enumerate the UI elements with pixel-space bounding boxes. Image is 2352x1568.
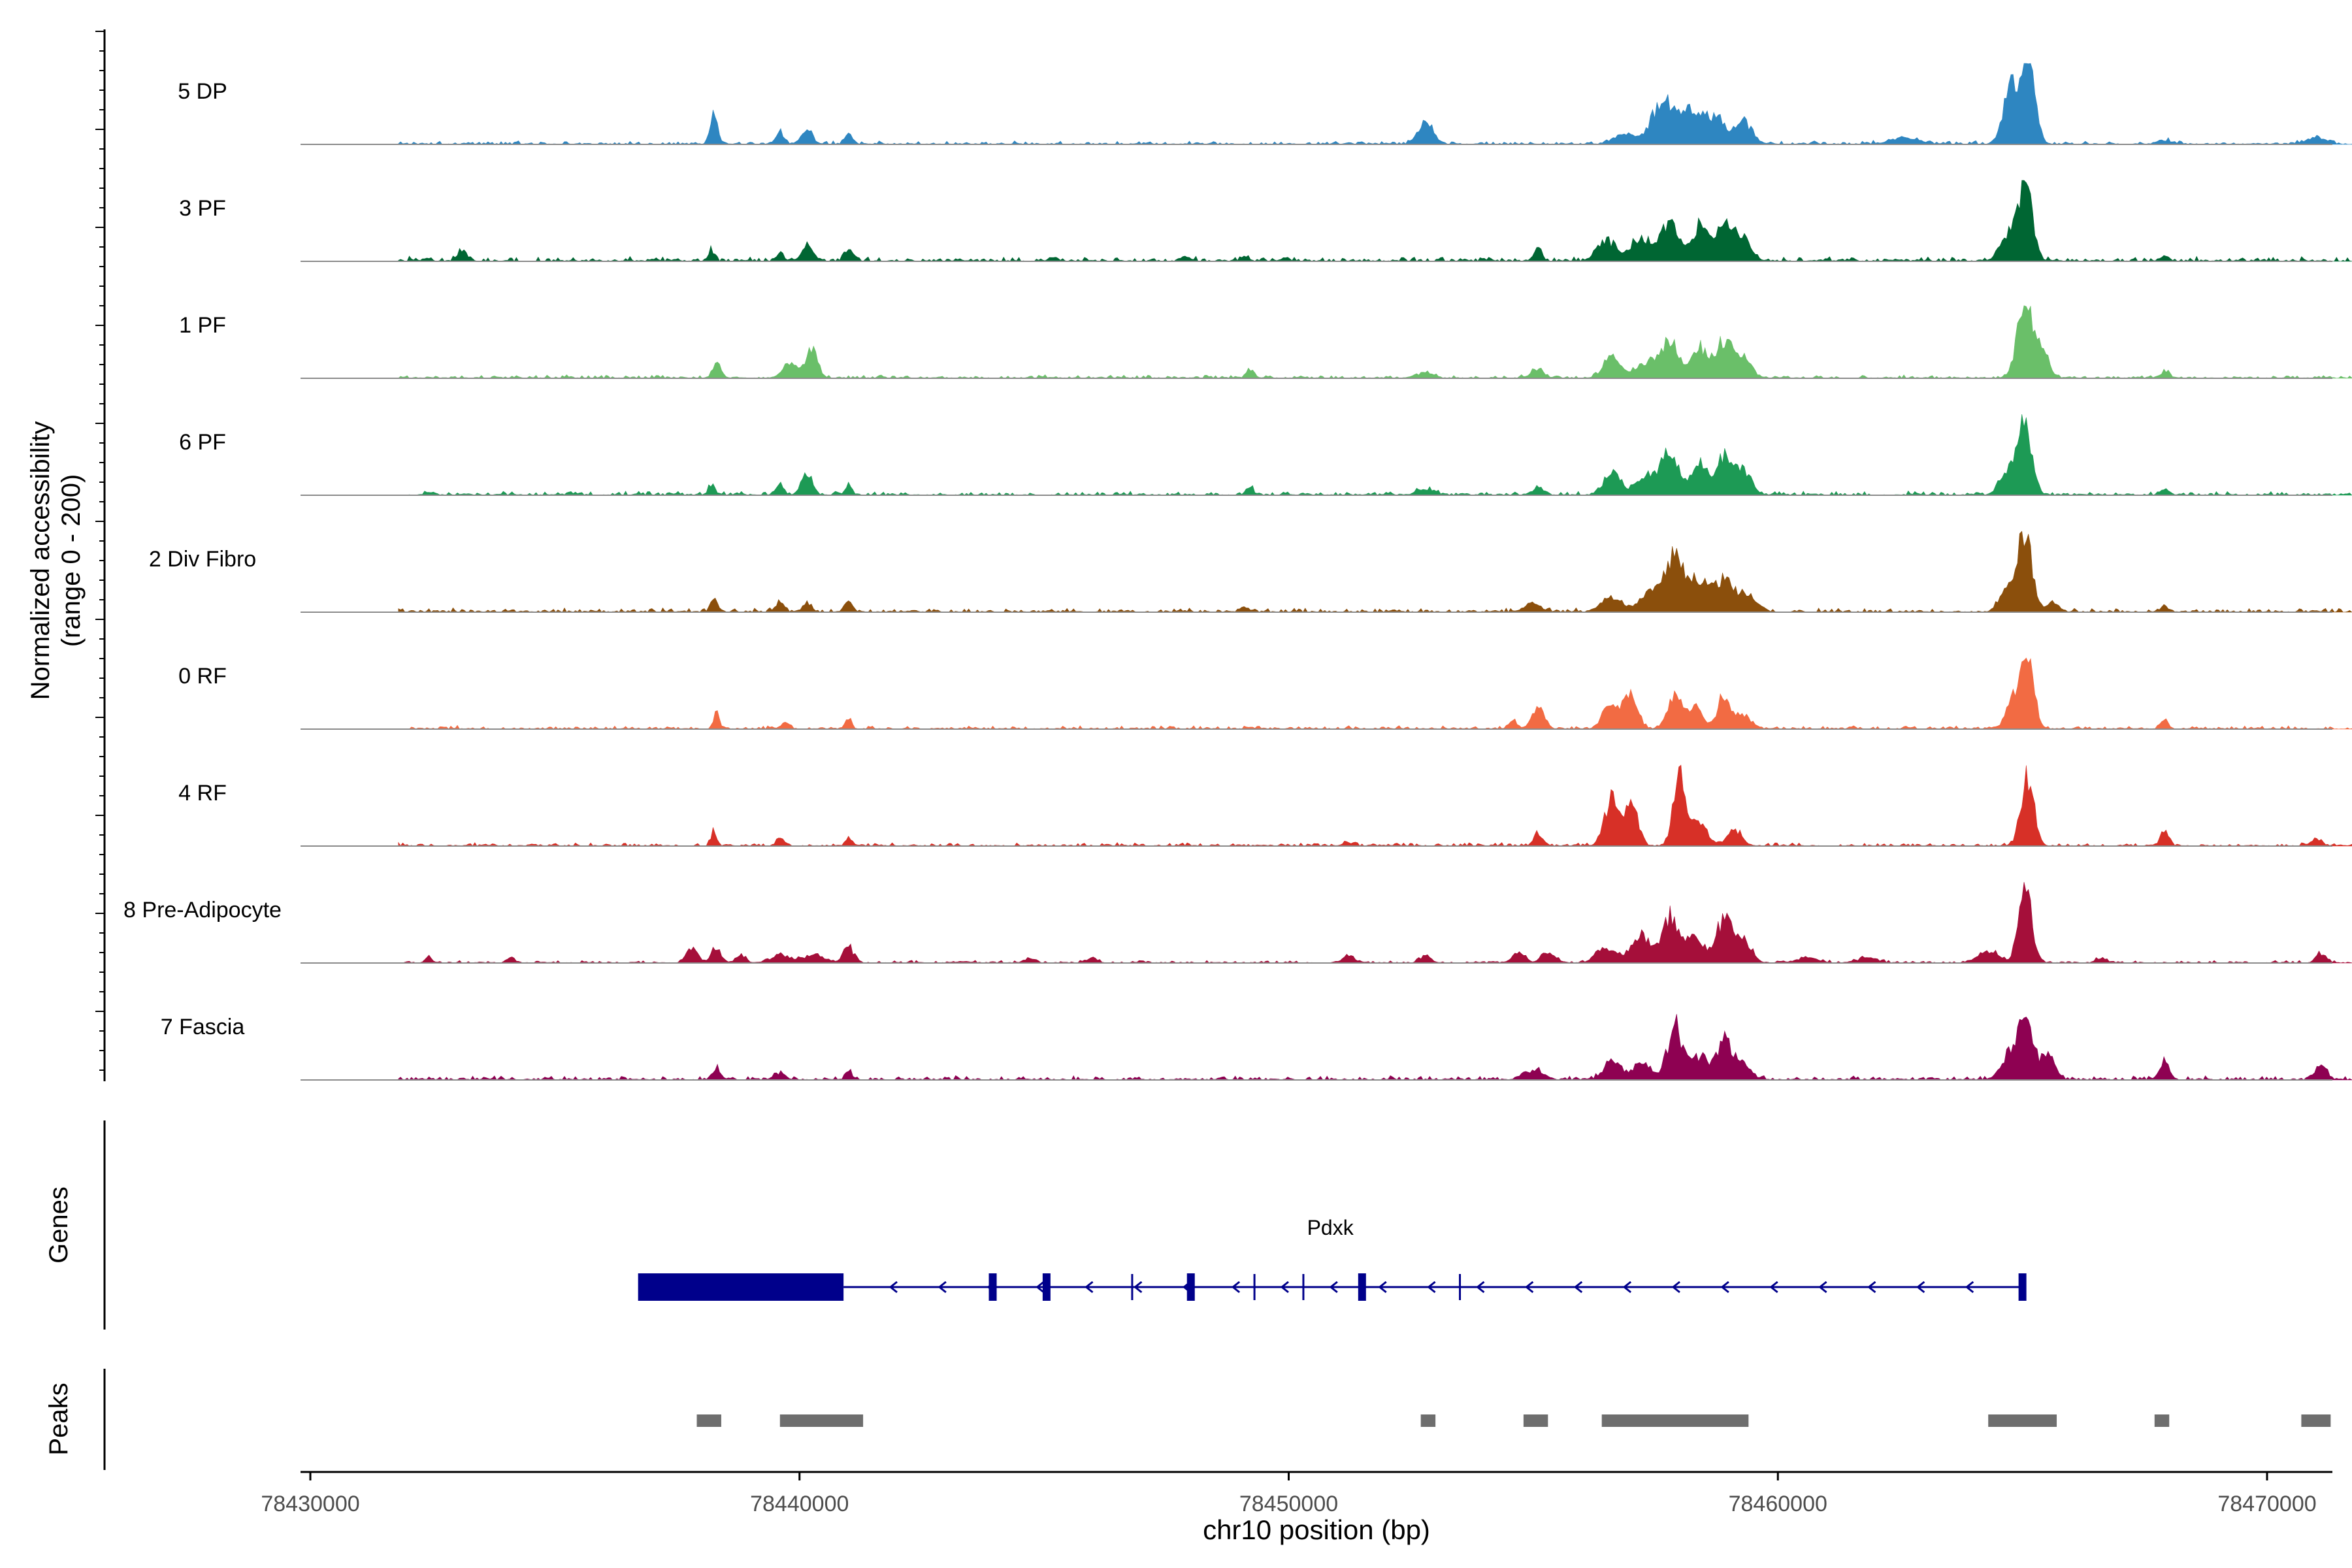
track-label: 4 RF bbox=[178, 781, 227, 806]
strand-arrow bbox=[1671, 1281, 1680, 1294]
gene-exon bbox=[988, 1273, 997, 1301]
x-axis-tick-label: 78440000 bbox=[750, 1492, 849, 1516]
track-label: 3 PF bbox=[179, 196, 226, 221]
track-7-fascia: 7 Fascia bbox=[161, 1014, 2352, 1081]
strand-arrow bbox=[1036, 1281, 1045, 1294]
coverage-tracks: 5 DP 3 PF 1 PF 6 PF 2 Div Fibro 0 RF 4 RF 8 Pre… bbox=[123, 63, 2352, 1081]
track-label: 8 Pre-Adipocyte bbox=[123, 898, 282, 923]
strand-arrow bbox=[1818, 1281, 1827, 1294]
strand-arrow bbox=[1182, 1281, 1192, 1294]
genes-panel-label: Genes bbox=[44, 1186, 73, 1264]
gene-name-label: Pdxk bbox=[1307, 1216, 1354, 1239]
coverage-area bbox=[398, 1014, 2352, 1081]
peak-region bbox=[2301, 1414, 2331, 1427]
track-3-pf: 3 PF bbox=[179, 180, 2352, 262]
strand-arrow bbox=[1622, 1281, 1632, 1294]
coverage-area bbox=[398, 764, 2352, 847]
peak-region bbox=[1601, 1414, 1749, 1427]
strand-arrow bbox=[1280, 1281, 1289, 1294]
coverage-area bbox=[398, 63, 2352, 145]
track-0-rf: 0 RF bbox=[178, 657, 2352, 730]
strand-arrow bbox=[1378, 1281, 1387, 1294]
track-label: 0 RF bbox=[178, 664, 227, 689]
peak-region bbox=[1988, 1414, 2057, 1427]
peaks-panel-label: Peaks bbox=[44, 1382, 73, 1455]
track-4-rf: 4 RF bbox=[178, 764, 2352, 847]
strand-arrow bbox=[1867, 1281, 1876, 1294]
peak-region bbox=[696, 1414, 721, 1427]
peak-region bbox=[1523, 1414, 1548, 1427]
x-axis-tick-label: 78460000 bbox=[1729, 1492, 1827, 1516]
x-axis-tick-label: 78470000 bbox=[2217, 1492, 2316, 1516]
track-6-pf: 6 PF bbox=[179, 414, 2352, 496]
track-label: 1 PF bbox=[179, 313, 226, 338]
strand-arrow bbox=[1573, 1281, 1583, 1294]
coverage-y-axis-ticks bbox=[95, 31, 105, 1071]
gene-exon bbox=[2018, 1273, 2027, 1301]
x-axis: 78430000 78440000 78450000 78460000 78470000 bbox=[261, 1472, 2317, 1516]
peaks-track bbox=[696, 1414, 2331, 1427]
track-label: 2 Div Fibro bbox=[149, 547, 256, 572]
x-axis-title: chr10 position (bp) bbox=[1203, 1514, 1430, 1545]
strand-arrow bbox=[1524, 1281, 1534, 1294]
x-axis-tick-label: 78430000 bbox=[261, 1492, 359, 1516]
track-label: 6 PF bbox=[179, 430, 226, 455]
track-8-pre-adipocyte: 8 Pre-Adipocyte bbox=[123, 882, 2352, 964]
gene-track: Pdxk bbox=[638, 1216, 2027, 1301]
gene-exon bbox=[1358, 1273, 1366, 1301]
strand-arrow bbox=[987, 1281, 996, 1294]
gene-utr-block bbox=[638, 1273, 844, 1301]
track-1-pf: 1 PF bbox=[179, 305, 2352, 379]
peak-region bbox=[779, 1414, 864, 1427]
y-axis-title-line2: (range 0 - 200) bbox=[57, 474, 86, 647]
gene-exon bbox=[1042, 1273, 1051, 1301]
track-label: 7 Fascia bbox=[161, 1015, 245, 1039]
strand-arrow bbox=[1476, 1281, 1485, 1294]
strand-arrow bbox=[1329, 1281, 1338, 1294]
peak-region bbox=[2154, 1414, 2170, 1427]
x-axis-tick-label: 78450000 bbox=[1239, 1492, 1338, 1516]
strand-arrow bbox=[1085, 1281, 1094, 1294]
strand-arrow bbox=[1231, 1281, 1241, 1294]
track-label: 5 DP bbox=[178, 79, 227, 104]
peak-region bbox=[1420, 1414, 1436, 1427]
strand-arrow bbox=[1427, 1281, 1436, 1294]
strand-arrow bbox=[938, 1281, 947, 1294]
coverage-area bbox=[398, 414, 2352, 496]
strand-arrow bbox=[1720, 1281, 1729, 1294]
coverage-area bbox=[398, 657, 2352, 730]
strand-arrow bbox=[1769, 1281, 1778, 1294]
coverage-area bbox=[398, 305, 2352, 379]
track-5-dp: 5 DP bbox=[178, 63, 2352, 145]
strand-arrow bbox=[889, 1281, 898, 1294]
coverage-area bbox=[398, 531, 2352, 613]
strand-arrow bbox=[1916, 1281, 1925, 1294]
strand-arrow bbox=[1965, 1281, 1974, 1294]
track-2-div-fibro: 2 Div Fibro bbox=[149, 531, 2352, 613]
strand-arrow bbox=[1133, 1281, 1143, 1294]
gene-exon bbox=[1186, 1273, 1195, 1301]
y-axis-title-line1: Normalized accessibility bbox=[26, 421, 55, 700]
